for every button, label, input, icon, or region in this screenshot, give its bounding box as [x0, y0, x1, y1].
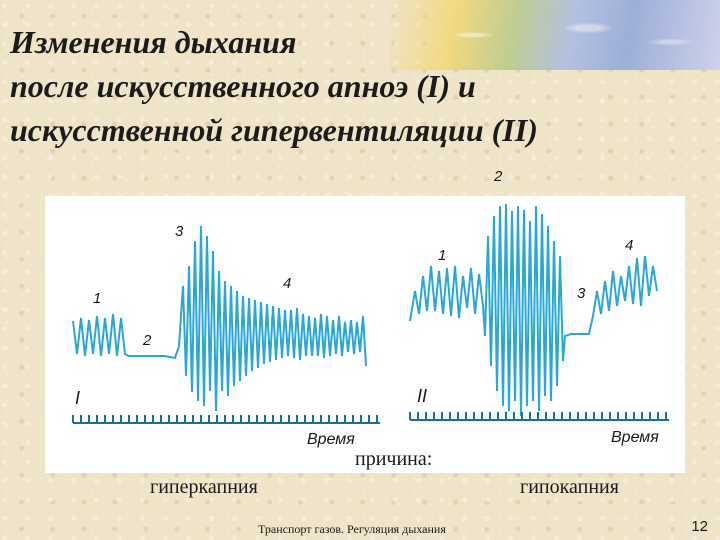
- marker-I-2: 2: [142, 332, 152, 349]
- time-axis-panel-II: [409, 412, 669, 421]
- roman-label-I: I: [75, 388, 80, 408]
- marker-I-3: 3: [175, 223, 184, 240]
- marker-I-1: 1: [93, 290, 101, 307]
- breathing-diagram: 1 2 3 4 I Время 1 3 4 II Время: [45, 196, 685, 473]
- breathing-diagram-svg: 1 2 3 4 I Время 1 3 4 II Время: [72, 203, 669, 448]
- axis-label-time-II: Время: [611, 429, 659, 446]
- slide-footer: Транспорт газов. Регуляция дыхания: [258, 522, 446, 536]
- marker-II-3: 3: [577, 285, 586, 302]
- marker-II-2-overlay: 2: [494, 168, 503, 185]
- decorative-flower-image: [390, 0, 720, 70]
- trace-panel-II: [409, 203, 658, 417]
- caption-hypercapnia: гиперкапния: [150, 476, 258, 498]
- title-line-3: искусственной гипервентиляции (II): [10, 112, 538, 148]
- title-line-2: после искусственного апноэ (I) и: [10, 68, 476, 104]
- page-number: 12: [691, 518, 708, 535]
- trace-panel-I: [72, 225, 367, 412]
- title-line-1: Изменения дыхания: [10, 24, 297, 60]
- roman-label-II: II: [417, 386, 427, 406]
- caption-hypocapnia: гипокапния: [520, 476, 619, 498]
- time-axis-panel-I: [72, 415, 380, 424]
- slide-title: Изменения дыхания после искусственного а…: [10, 20, 710, 152]
- marker-II-1: 1: [438, 247, 446, 264]
- axis-label-time-I: Время: [307, 431, 355, 448]
- marker-II-4: 4: [625, 237, 633, 254]
- caption-cause: причина:: [355, 448, 433, 470]
- marker-I-4: 4: [283, 275, 291, 292]
